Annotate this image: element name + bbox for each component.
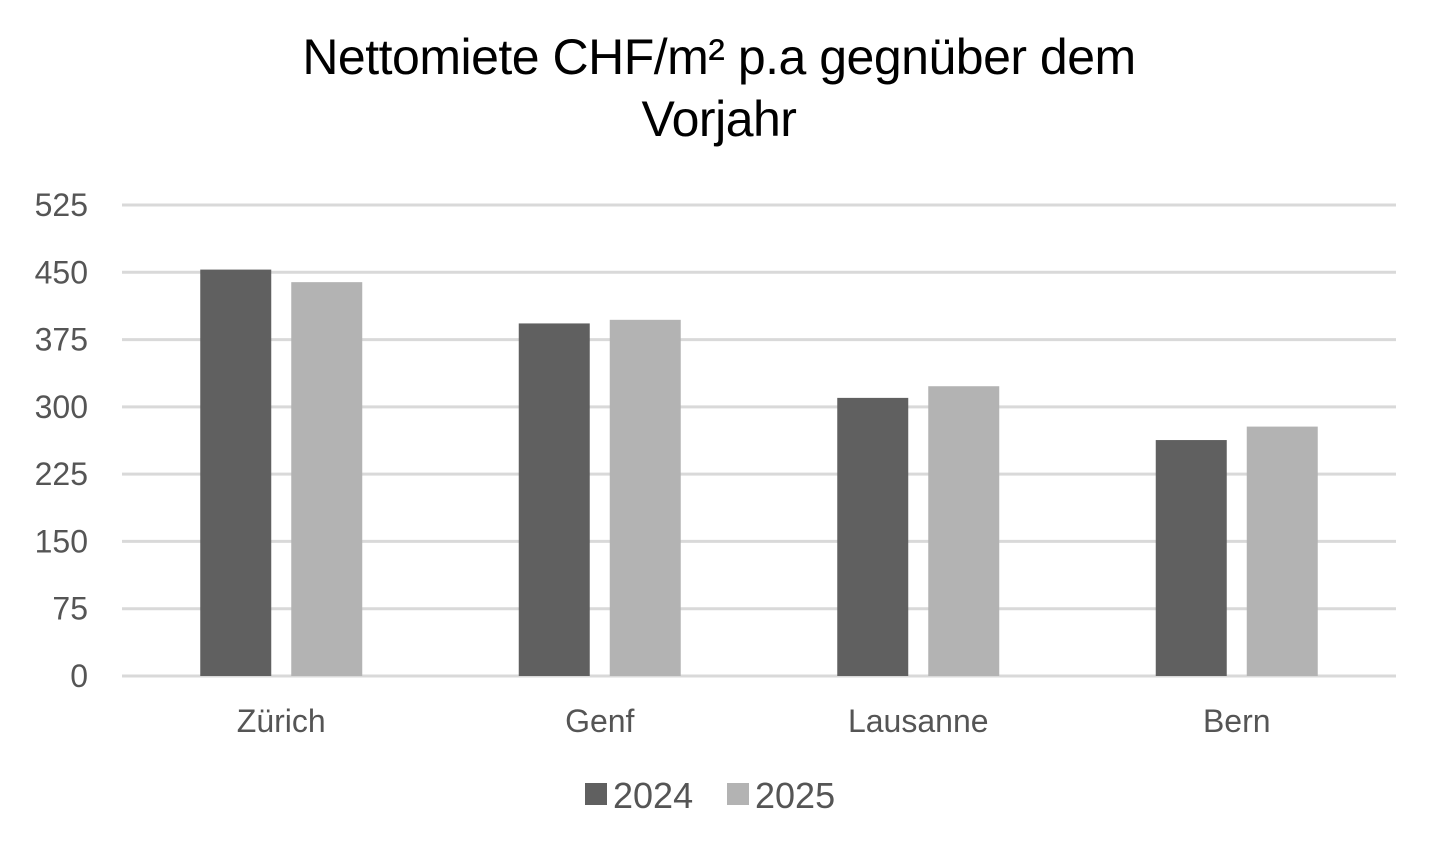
x-tick-label: Lausanne bbox=[848, 703, 989, 739]
y-tick-label: 225 bbox=[35, 456, 88, 492]
legend-label-2024: 2024 bbox=[613, 775, 693, 816]
y-tick-label: 450 bbox=[35, 254, 88, 290]
y-axis-ticks: 0 75 150 225 300 375 450 525 bbox=[35, 187, 88, 694]
bar-2025-0 bbox=[291, 282, 363, 676]
bar-2024-2 bbox=[837, 397, 909, 676]
bar-2024-3 bbox=[1155, 440, 1227, 676]
y-tick-label: 375 bbox=[35, 322, 88, 358]
y-tick-label: 0 bbox=[70, 658, 88, 694]
legend-label-2025: 2025 bbox=[755, 775, 835, 816]
bar-2025-2 bbox=[928, 386, 1000, 676]
x-tick-label: Zürich bbox=[237, 703, 326, 739]
bar-2024-1 bbox=[518, 323, 590, 676]
y-tick-label: 75 bbox=[52, 591, 88, 627]
x-tick-label: Genf bbox=[565, 703, 634, 739]
y-tick-label: 300 bbox=[35, 389, 88, 425]
chart-title-line-2: Vorjahr bbox=[641, 91, 797, 147]
bar-2024-0 bbox=[200, 269, 272, 676]
legend: 2024 2025 bbox=[585, 775, 835, 816]
bar-2025-3 bbox=[1246, 426, 1318, 676]
x-tick-label: Bern bbox=[1203, 703, 1271, 739]
bars bbox=[200, 269, 1318, 676]
x-axis-ticks: Zürich Genf Lausanne Bern bbox=[237, 703, 1271, 739]
legend-swatch-2025 bbox=[727, 783, 749, 805]
legend-swatch-2024 bbox=[585, 783, 607, 805]
y-tick-label: 150 bbox=[35, 523, 88, 559]
chart-title-line-1: Nettomiete CHF/m² p.a gegnüber dem bbox=[302, 29, 1136, 85]
bar-2025-1 bbox=[609, 319, 681, 676]
chart-title: Nettomiete CHF/m² p.a gegnüber dem Vorja… bbox=[0, 26, 1438, 150]
y-tick-label: 525 bbox=[35, 187, 88, 223]
